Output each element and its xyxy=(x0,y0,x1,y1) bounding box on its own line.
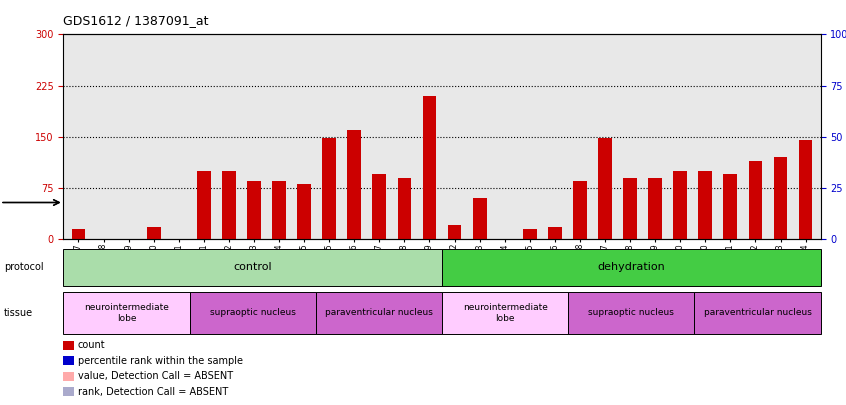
Text: neurointermediate
lobe: neurointermediate lobe xyxy=(463,303,547,322)
Bar xyxy=(523,229,536,239)
Bar xyxy=(297,184,311,239)
Bar xyxy=(442,292,569,334)
Text: paraventricular nucleus: paraventricular nucleus xyxy=(325,308,433,318)
Bar xyxy=(197,171,211,239)
Text: GDS1612 / 1387091_at: GDS1612 / 1387091_at xyxy=(63,14,209,27)
Text: value, Detection Call = ABSENT: value, Detection Call = ABSENT xyxy=(78,371,233,381)
Bar xyxy=(573,181,587,239)
Text: neurointermediate
lobe: neurointermediate lobe xyxy=(84,303,169,322)
Bar xyxy=(322,138,336,239)
Bar xyxy=(548,227,562,239)
Text: supraoptic nucleus: supraoptic nucleus xyxy=(210,308,296,318)
Bar xyxy=(624,177,637,239)
Bar xyxy=(63,292,190,334)
Bar xyxy=(316,292,442,334)
Bar xyxy=(473,198,486,239)
Bar xyxy=(569,292,695,334)
Bar xyxy=(749,160,762,239)
Text: rank, Detection Call = ABSENT: rank, Detection Call = ABSENT xyxy=(78,386,228,396)
Bar xyxy=(372,174,387,239)
Text: supraoptic nucleus: supraoptic nucleus xyxy=(588,308,674,318)
Text: count: count xyxy=(78,340,106,350)
Text: tissue: tissue xyxy=(4,308,33,318)
Bar xyxy=(190,292,316,334)
Bar xyxy=(398,177,411,239)
Bar xyxy=(222,171,236,239)
Bar xyxy=(799,140,812,239)
Bar xyxy=(147,227,161,239)
Bar xyxy=(699,171,712,239)
Text: percentile rank within the sample: percentile rank within the sample xyxy=(78,356,243,366)
Text: protocol: protocol xyxy=(4,262,44,272)
Text: control: control xyxy=(233,262,272,272)
Bar xyxy=(348,130,361,239)
Bar xyxy=(247,181,261,239)
Bar xyxy=(773,157,788,239)
Bar xyxy=(72,229,85,239)
Bar xyxy=(648,177,662,239)
Bar xyxy=(448,225,461,239)
Bar xyxy=(598,138,612,239)
Bar xyxy=(695,292,821,334)
Text: dehydration: dehydration xyxy=(597,262,665,272)
Text: paraventricular nucleus: paraventricular nucleus xyxy=(704,308,811,318)
Bar xyxy=(423,96,437,239)
Bar xyxy=(673,171,687,239)
Bar xyxy=(723,174,737,239)
Bar xyxy=(272,181,286,239)
Bar xyxy=(442,249,821,286)
Bar xyxy=(63,249,442,286)
